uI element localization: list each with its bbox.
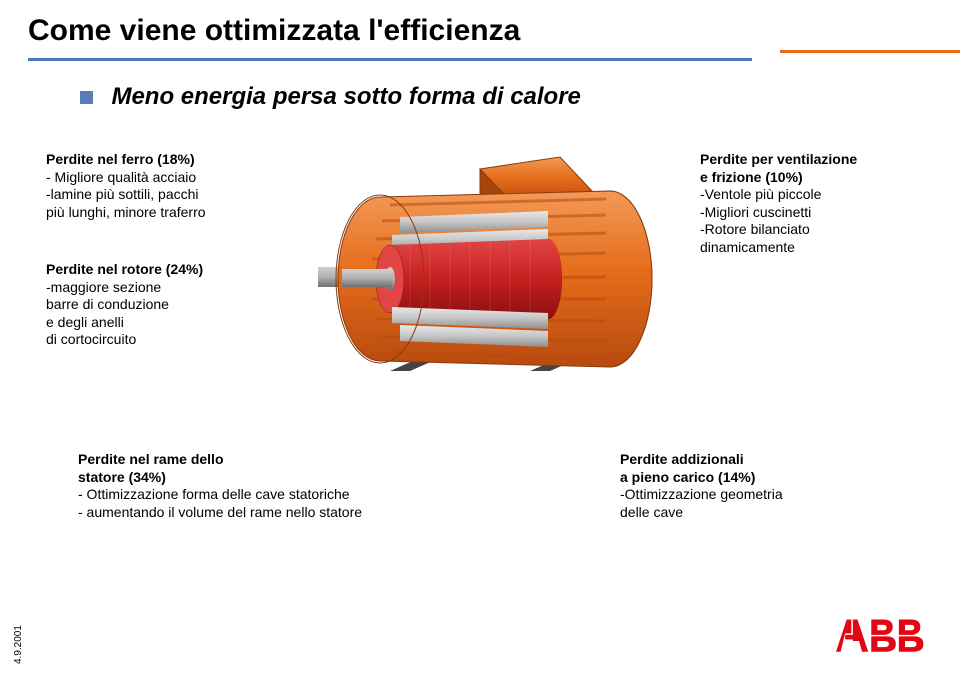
vent-l3: -Rotore bilanciato — [700, 221, 920, 239]
stator-head: Perdite nel rame dello — [78, 451, 418, 469]
addl-l2: delle cave — [620, 504, 880, 522]
date-label: 4.9.2001 — [13, 625, 24, 664]
addl-head: Perdite addizionali — [620, 451, 880, 469]
vent-head2: e frizione (10%) — [700, 169, 920, 187]
rotor-l2: barre di conduzione — [46, 296, 266, 314]
abb-logo-icon — [836, 618, 928, 658]
vent-l2: -Migliori cuscinetti — [700, 204, 920, 222]
iron-l1: - Migliore qualità acciaio — [46, 169, 276, 187]
stator-l2: - aumentando il volume del rame nello st… — [78, 504, 418, 522]
bullet-icon — [80, 91, 93, 104]
rotor-l3: e degli anelli — [46, 314, 266, 332]
addl-losses-block: Perdite addizionali a pieno carico (14%)… — [620, 451, 880, 521]
title-underline-orange — [780, 50, 960, 53]
vent-l1: -Ventole più piccole — [700, 186, 920, 204]
addl-l1: -Ottimizzazione geometria — [620, 486, 880, 504]
stator-losses-block: Perdite nel rame dello statore (34%) - O… — [78, 451, 418, 521]
vent-losses-block: Perdite per ventilazione e frizione (10%… — [700, 151, 920, 256]
iron-l3: più lunghi, minore traferro — [46, 204, 276, 222]
iron-losses-block: Perdite nel ferro (18%) - Migliore quali… — [46, 151, 276, 221]
subtitle: Meno energia persa sotto forma di calore — [111, 83, 580, 111]
stator-l1: - Ottimizzazione forma delle cave stator… — [78, 486, 418, 504]
addl-head2: a pieno carico (14%) — [620, 469, 880, 487]
rotor-l1: -maggiore sezione — [46, 279, 266, 297]
rotor-l4: di cortocircuito — [46, 331, 266, 349]
rotor-losses-block: Perdite nel rotore (24%) -maggiore sezio… — [46, 261, 266, 349]
main-area: Perdite nel ferro (18%) - Migliore quali… — [0, 111, 960, 531]
rotor-head: Perdite nel rotore (24%) — [46, 261, 266, 279]
motor-cutaway-icon — [310, 139, 670, 419]
vent-l4: dinamicamente — [700, 239, 920, 257]
iron-head: Perdite nel ferro (18%) — [46, 151, 276, 169]
vent-head: Perdite per ventilazione — [700, 151, 920, 169]
page-title: Come viene ottimizzata l'efficienza — [28, 14, 932, 48]
stator-head2: statore (34%) — [78, 469, 418, 487]
iron-l2: -lamine più sottili, pacchi — [46, 186, 276, 204]
